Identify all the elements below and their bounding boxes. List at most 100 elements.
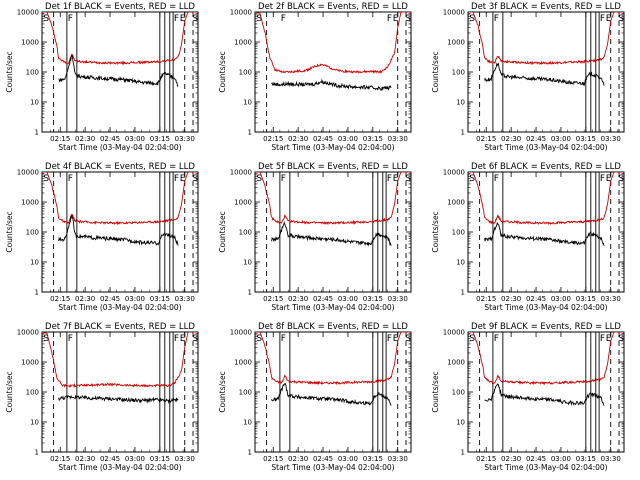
y-tick-label: 100: [26, 69, 39, 77]
flag-e-right: E: [393, 334, 399, 344]
y-axis-label: Counts/sec: [5, 51, 14, 92]
y-tick-label: 10000: [230, 9, 252, 17]
y-tick-label: 10000: [230, 169, 252, 177]
detector-chart-1: Det 1f BLACK = Events, RED = LLD 1 10 100 10…: [5, 2, 199, 152]
flag-f-right: F: [387, 334, 392, 344]
y-tick-label: 1000: [447, 39, 465, 47]
plot-frame: [41, 171, 199, 293]
y-tick-label: 1000: [447, 199, 465, 207]
y-tick-label: 100: [239, 389, 252, 397]
flag-s-right: S: [192, 174, 198, 184]
detector-chart-2: Det 2f BLACK = Events, RED = LLD 1 10 100 10…: [218, 2, 412, 152]
flag-s-left: S: [43, 174, 49, 184]
y-tick-label: 10: [456, 419, 465, 427]
flag-s-left: S: [469, 334, 475, 344]
flag-e-right: E: [180, 334, 186, 344]
y-axis-label: Counts/sec: [5, 371, 14, 412]
plot-area: [255, 172, 411, 292]
lld-series-line: [255, 332, 411, 386]
chart-title: Det 2f BLACK = Events, RED = LLD: [258, 2, 408, 12]
x-tick-label: 02:15: [50, 295, 70, 303]
x-axis-label: Start Time (03-May-04 02:04:00): [271, 463, 394, 472]
x-axis-label: Start Time (03-May-04 02:04:00): [271, 303, 394, 312]
y-tick-label: 1000: [234, 39, 252, 47]
y-tick-label: 1: [248, 289, 252, 297]
flag-e-right: E: [393, 174, 399, 184]
x-tick-label: 03:00: [125, 455, 145, 463]
flag-f-left: F: [281, 334, 286, 344]
flag-f-left: F: [68, 334, 73, 344]
flag-f-right: F: [174, 14, 179, 24]
flag-s-left: S: [256, 174, 262, 184]
detector-chart-8: Det 8f BLACK = Events, RED = LLD 1 10 100 10…: [218, 322, 412, 472]
plot-frame: [254, 171, 412, 293]
plot-area: [255, 332, 411, 452]
x-tick-label: 02:30: [288, 135, 308, 143]
x-tick-label: 02:45: [100, 135, 120, 143]
x-tick-label: 02:45: [100, 455, 120, 463]
lld-series-line: [42, 12, 198, 66]
y-axis-label: Counts/sec: [431, 51, 440, 92]
flag-f-left: F: [68, 14, 73, 24]
plot-frame: [41, 11, 199, 133]
plot-frame: [467, 171, 625, 293]
lld-series-line: [255, 172, 411, 226]
x-tick-label: 02:15: [476, 295, 496, 303]
flag-f-left: F: [281, 174, 286, 184]
y-tick-label: 1000: [234, 359, 252, 367]
flag-s-right: S: [405, 334, 411, 344]
events-series-line: [484, 62, 605, 87]
flag-f-right: F: [174, 334, 179, 344]
detector-chart-9: Det 9f BLACK = Events, RED = LLD 1 10 100 10…: [431, 322, 625, 472]
y-tick-label: 10000: [443, 169, 465, 177]
y-axis-label: Counts/sec: [5, 211, 14, 252]
chart-title: Det 6f BLACK = Events, RED = LLD: [471, 162, 621, 172]
flag-s-right: S: [618, 334, 624, 344]
x-axis-label: Start Time (03-May-04 02:04:00): [484, 463, 607, 472]
lld-series-line: [468, 172, 624, 225]
events-series-line: [271, 221, 392, 247]
y-tick-label: 100: [452, 229, 465, 237]
y-tick-label: 10: [456, 259, 465, 267]
flag-s-right: S: [405, 14, 411, 24]
plot-frame: [41, 331, 199, 453]
x-tick-label: 03:30: [175, 135, 195, 143]
y-tick-label: 1: [461, 129, 465, 137]
flag-s-left: S: [43, 14, 49, 24]
chart-title: Det 9f BLACK = Events, RED = LLD: [471, 322, 621, 332]
flag-f-left: F: [494, 174, 499, 184]
flag-s-right: S: [405, 174, 411, 184]
y-tick-label: 1000: [234, 199, 252, 207]
plot-area: [468, 12, 624, 132]
x-tick-label: 02:45: [313, 135, 333, 143]
events-series-line: [484, 221, 605, 246]
plot-area: [42, 332, 198, 452]
lld-series-line: [42, 332, 198, 389]
y-tick-label: 10: [30, 99, 39, 107]
flag-f-left: F: [281, 14, 286, 24]
x-tick-label: 02:30: [288, 295, 308, 303]
x-tick-label: 02:45: [100, 295, 120, 303]
x-tick-label: 03:00: [125, 135, 145, 143]
plot-area: [468, 172, 624, 292]
detector-chart-3: Det 3f BLACK = Events, RED = LLD 1 10 100 10…: [431, 2, 625, 152]
x-axis-label: Start Time (03-May-04 02:04:00): [58, 143, 181, 152]
x-tick-label: 02:15: [50, 455, 70, 463]
plot-frame: [254, 11, 412, 133]
x-tick-label: 03:15: [576, 295, 596, 303]
x-tick-label: 03:30: [601, 135, 621, 143]
y-tick-label: 10: [30, 419, 39, 427]
x-axis-label: Start Time (03-May-04 02:04:00): [271, 143, 394, 152]
chart-title: Det 1f BLACK = Events, RED = LLD: [45, 2, 195, 12]
x-tick-label: 03:30: [175, 295, 195, 303]
y-tick-label: 1: [461, 289, 465, 297]
y-tick-label: 100: [26, 389, 39, 397]
y-tick-label: 1000: [447, 359, 465, 367]
x-tick-label: 03:00: [125, 295, 145, 303]
y-tick-label: 10000: [443, 329, 465, 337]
y-tick-label: 1000: [21, 199, 39, 207]
x-tick-label: 03:00: [338, 135, 358, 143]
x-tick-label: 03:15: [363, 135, 383, 143]
y-axis-label: Counts/sec: [431, 211, 440, 252]
chart-title: Det 8f BLACK = Events, RED = LLD: [258, 322, 408, 332]
